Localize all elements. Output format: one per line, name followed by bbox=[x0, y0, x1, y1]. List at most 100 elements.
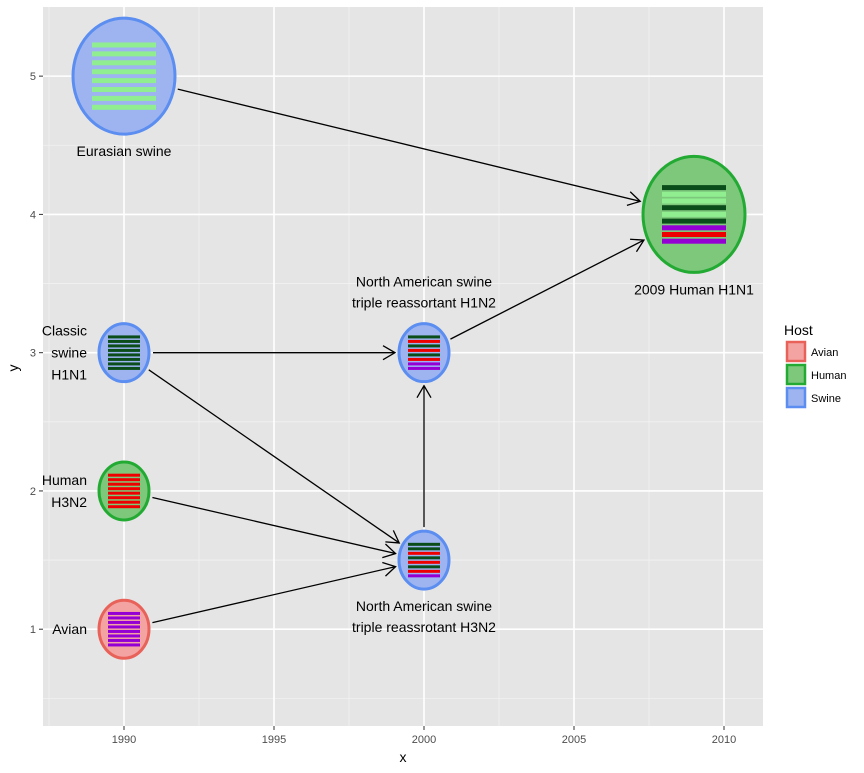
segment-bar bbox=[92, 104, 156, 110]
arrow-avian-to-tr_h3n2 bbox=[152, 561, 397, 624]
segment-bar bbox=[108, 500, 140, 504]
legend-key-avian bbox=[785, 340, 807, 363]
segment-bar bbox=[108, 344, 140, 348]
segment-bar bbox=[662, 238, 726, 244]
segment-bar bbox=[108, 620, 140, 624]
segment-bar bbox=[92, 78, 156, 84]
node-human: Human H3N2 bbox=[42, 460, 151, 522]
segment-bar bbox=[408, 353, 440, 357]
legend-key-swine bbox=[785, 386, 807, 409]
segment-bar bbox=[408, 560, 440, 564]
arrow-tr_h1n1-to-h1n1_2009 bbox=[450, 238, 646, 340]
segment-bar bbox=[108, 357, 140, 361]
segment-bar bbox=[108, 505, 140, 509]
node-ellipse bbox=[71, 16, 177, 136]
legend-label-human: Human bbox=[811, 370, 846, 382]
segment-bar bbox=[108, 496, 140, 500]
y-axis: 1 2 3 4 5 bbox=[30, 71, 43, 636]
segment-bar bbox=[108, 353, 140, 357]
node-label: H1N1 bbox=[51, 367, 87, 383]
y-tick-label: 4 bbox=[30, 209, 36, 221]
nodes: Eurasian swine Classic swine H1N1 Human H3N2 A… bbox=[42, 16, 754, 660]
arrow-eurasian-to-h1n1_2009 bbox=[177, 88, 642, 206]
node-avian: Avian bbox=[52, 598, 151, 660]
segment-bar bbox=[408, 366, 440, 370]
segment-bar bbox=[92, 69, 156, 75]
node-eurasian: Eurasian swine bbox=[71, 16, 177, 159]
segment-bar bbox=[108, 487, 140, 491]
node-label: North American swine bbox=[356, 274, 492, 290]
segment-bar bbox=[662, 232, 726, 238]
node-tr_h1n1: North American swine triple reassortant H… bbox=[352, 274, 496, 384]
node-label: Eurasian swine bbox=[77, 143, 172, 159]
segment-bar bbox=[662, 218, 726, 224]
segment-bar bbox=[108, 362, 140, 366]
node-label: Human bbox=[42, 472, 87, 488]
segment-bar bbox=[408, 339, 440, 343]
node-label: swine bbox=[51, 345, 87, 361]
segment-bar bbox=[108, 634, 140, 638]
segment-bar bbox=[108, 491, 140, 495]
segment-bar bbox=[108, 366, 140, 370]
segment-bar bbox=[408, 344, 440, 348]
node-ellipse bbox=[397, 529, 451, 591]
x-tick-label: 2000 bbox=[412, 734, 436, 746]
segment-bar bbox=[92, 95, 156, 101]
segment-bar bbox=[662, 191, 726, 197]
segment-bar bbox=[408, 542, 440, 546]
node-ellipse bbox=[97, 598, 151, 660]
segment-bar bbox=[108, 611, 140, 615]
segment-bar bbox=[408, 362, 440, 366]
legend-label-swine: Swine bbox=[811, 393, 841, 405]
legend-title: Host bbox=[784, 322, 813, 338]
segment-bar bbox=[108, 625, 140, 629]
segment-bar bbox=[408, 565, 440, 569]
segment-bar bbox=[662, 205, 726, 211]
segment-bar bbox=[108, 482, 140, 486]
node-classic: Classic swine H1N1 bbox=[42, 322, 151, 384]
x-axis: 1990 1995 2000 2005 2010 bbox=[112, 726, 736, 746]
arrow-classic-to-tr_h3n2 bbox=[148, 369, 401, 544]
node-ellipse bbox=[397, 322, 451, 384]
node-h1n1_2009: 2009 Human H1N1 bbox=[634, 154, 754, 297]
node-label: triple reassrotant H3N2 bbox=[352, 619, 496, 635]
y-tick-label: 2 bbox=[30, 486, 36, 498]
segment-bar bbox=[108, 643, 140, 647]
segment-bar bbox=[92, 51, 156, 57]
segment-bar bbox=[408, 569, 440, 573]
node-label: 2009 Human H1N1 bbox=[634, 281, 754, 297]
segment-bar bbox=[108, 616, 140, 620]
y-tick-label: 5 bbox=[30, 71, 36, 83]
segment-bar bbox=[108, 339, 140, 343]
segment-bar bbox=[108, 629, 140, 633]
node-ellipse bbox=[97, 460, 151, 522]
segment-bar bbox=[408, 551, 440, 555]
segment-bar bbox=[92, 42, 156, 48]
x-tick-label: 2005 bbox=[562, 734, 586, 746]
minor-gridlines bbox=[43, 7, 763, 726]
x-axis-title: x bbox=[400, 749, 407, 765]
segment-bar bbox=[408, 556, 440, 560]
segment-bar bbox=[92, 60, 156, 66]
segment-bar bbox=[662, 211, 726, 217]
segment-bar bbox=[108, 348, 140, 352]
node-label: triple reassortant H1N2 bbox=[352, 295, 496, 311]
segment-bar bbox=[108, 638, 140, 642]
segment-bar bbox=[108, 335, 140, 339]
x-tick-label: 2010 bbox=[712, 734, 736, 746]
segment-bar bbox=[408, 574, 440, 578]
legend-key-human bbox=[785, 363, 807, 386]
segment-bar bbox=[108, 473, 140, 477]
node-label: H3N2 bbox=[51, 494, 87, 510]
node-tr_h3n2: North American swine triple reassrotant H… bbox=[352, 529, 496, 635]
segment-bar bbox=[408, 357, 440, 361]
y-tick-label: 3 bbox=[30, 348, 36, 360]
segment-bar bbox=[662, 198, 726, 204]
node-label: Avian bbox=[52, 621, 87, 637]
segment-bar bbox=[662, 185, 726, 191]
node-label: North American swine bbox=[356, 598, 492, 614]
x-tick-label: 1995 bbox=[262, 734, 286, 746]
segment-bar bbox=[408, 547, 440, 551]
